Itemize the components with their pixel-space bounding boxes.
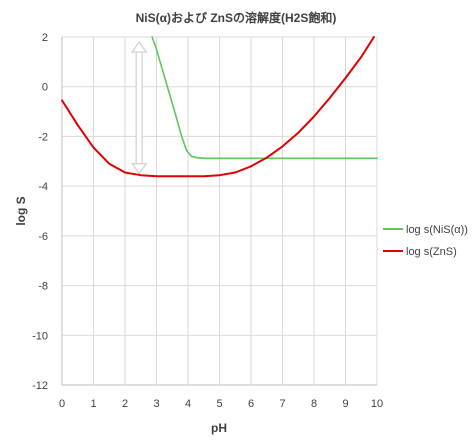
y-axis-label: log S: [14, 196, 28, 225]
x-tick-label: 2: [122, 398, 128, 410]
series-line-zns: [61, 36, 375, 178]
y-tick-label: -2: [38, 131, 48, 143]
x-tick-label: 7: [279, 398, 285, 410]
x-tick-label: 6: [248, 398, 254, 410]
legend-label: log s(NiS(α)): [406, 224, 468, 236]
x-tick-label: 0: [59, 398, 65, 410]
y-tick-label: -6: [38, 231, 48, 243]
x-tick-label: 5: [216, 398, 222, 410]
annotation-layer: [131, 40, 148, 175]
x-axis-tick-labels: 0 1 2 3 4 5 6 7 8 9 10: [59, 398, 383, 410]
y-tick-label: -4: [38, 181, 48, 193]
series-layer: [61, 36, 378, 178]
chart-title: NiS(α)および ZnSの溶解度(H2S飽和): [136, 10, 337, 25]
x-tick-label: 3: [153, 398, 159, 410]
y-tick-label: -10: [32, 330, 48, 342]
arrow-head-down: [131, 163, 148, 175]
x-tick-label: 4: [185, 398, 191, 410]
arrow-shaft: [135, 49, 143, 167]
y-tick-label: 0: [42, 82, 48, 94]
x-axis-label: pH: [211, 421, 227, 435]
grid-lines: [61, 36, 378, 386]
y-axis-tick-labels: 2 0 -2 -4 -6 -8 -10 -12: [32, 32, 48, 392]
y-tick-label: -8: [38, 281, 48, 293]
y-tick-label: -12: [32, 380, 48, 392]
x-tick-label: 9: [342, 398, 348, 410]
series-line-nis: [151, 36, 378, 160]
legend-label: log s(ZnS): [406, 246, 457, 258]
double-arrow-annotation: [131, 40, 148, 175]
x-tick-label: 1: [90, 398, 96, 410]
x-tick-label: 8: [311, 398, 317, 410]
arrow-head-up: [131, 40, 148, 53]
legend: log s(NiS(α)) log s(ZnS): [383, 224, 468, 258]
y-tick-label: 2: [42, 32, 48, 44]
x-tick-label: 10: [371, 398, 383, 410]
